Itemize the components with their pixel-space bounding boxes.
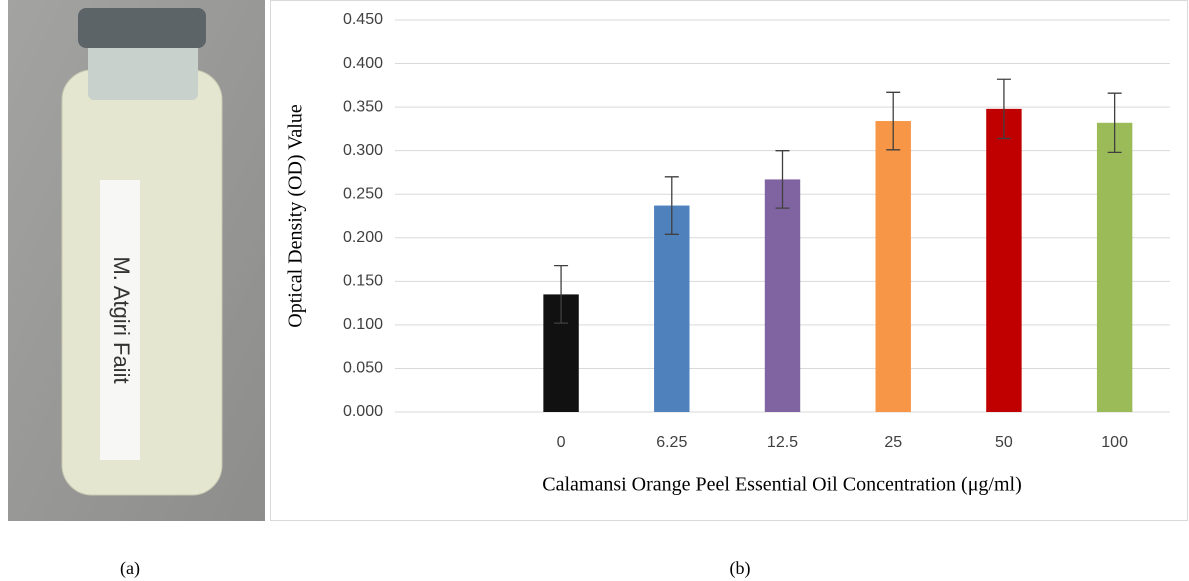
- bottle-cap: [78, 8, 206, 48]
- x-tick-label: 6.25: [656, 434, 687, 451]
- bottle-label-text: M. Atgiri Faiit: [109, 256, 134, 383]
- y-tick-label: 0.250: [343, 185, 383, 202]
- y-tick-label: 0.100: [343, 316, 383, 333]
- bar: [986, 109, 1021, 412]
- bar: [765, 179, 800, 412]
- y-axis-label: Optical Density (OD) Value: [285, 104, 307, 328]
- x-axis-label: Calamansi Orange Peel Essential Oil Conc…: [542, 474, 1022, 496]
- y-tick-label: 0.000: [343, 403, 383, 420]
- caption: (b): [730, 558, 751, 579]
- x-tick-label: 100: [1101, 434, 1128, 451]
- photo: M. Atgiri Faiit: [8, 0, 265, 521]
- y-tick-label: 0.400: [343, 55, 383, 72]
- bar: [876, 121, 911, 412]
- y-tick-label: 0.450: [343, 11, 383, 28]
- y-tick-label: 0.050: [343, 360, 383, 377]
- chart-frame: [271, 1, 1188, 521]
- x-tick-label: 0: [557, 434, 566, 451]
- x-tick-label: 12.5: [767, 434, 798, 451]
- bottle: [62, 70, 222, 495]
- y-tick-label: 0.150: [343, 273, 383, 290]
- y-tick-label: 0.200: [343, 229, 383, 246]
- y-tick-label: 0.350: [343, 98, 383, 115]
- x-tick-label: 25: [884, 434, 902, 451]
- caption: (a): [120, 558, 140, 579]
- figure: M. Atgiri Faiit Optical Density (OD) Val…: [0, 0, 1189, 581]
- bar: [654, 206, 689, 412]
- bar: [1097, 123, 1132, 412]
- x-tick-label: 50: [995, 434, 1013, 451]
- y-tick-label: 0.300: [343, 142, 383, 159]
- bottle-neck: [88, 40, 198, 100]
